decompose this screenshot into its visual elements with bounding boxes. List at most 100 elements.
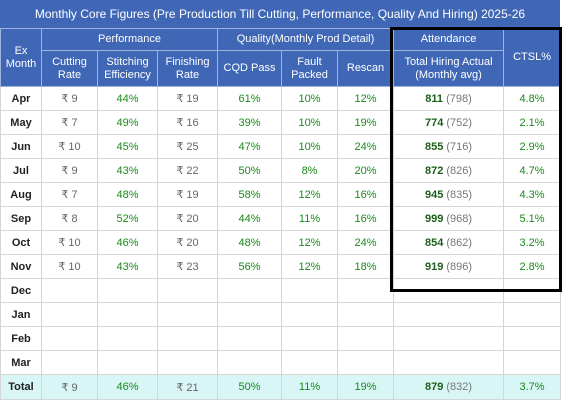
column-header: Stitching Efficiency [97,50,158,87]
hiring-average: (716) [446,140,473,153]
month-cell: Jul [0,158,42,183]
value-cell: 52% [97,206,158,231]
table-row: Aug ₹ 7 48% ₹ 19 58% 12% 16% 945 (835) 4.3% [0,182,562,207]
hiring-cell [393,326,505,351]
value-cell [156,302,219,327]
value-cell: 11% [281,206,339,231]
value-cell: 12% [337,86,395,111]
value-cell [337,302,395,327]
value-cell [281,302,339,327]
value-cell: 58% [217,182,283,207]
ctsl-cell: 3.7% [503,374,562,400]
value-cell [217,350,283,375]
hiring-cell [393,302,505,327]
value-cell: 16% [337,206,395,231]
value-cell: ₹ 10 [41,230,98,255]
value-cell: 24% [337,134,395,159]
hiring-value: 945 [424,188,444,201]
month-cell: Jan [0,302,42,327]
value-cell [156,350,219,375]
table-row: Apr ₹ 9 44% ₹ 19 61% 10% 12% 811 (798) 4.8% [0,86,562,111]
ctsl-cell: 4.7% [503,158,562,183]
value-cell: ₹ 23 [156,254,219,279]
value-cell: ₹ 19 [156,86,219,111]
value-cell: 48% [217,230,283,255]
table-row: Jul ₹ 9 43% ₹ 22 50% 8% 20% 872 (826) 4.7% [0,158,562,183]
hiring-value: 999 [424,212,444,225]
value-cell: 43% [97,254,158,279]
group-header: Quality(Monthly Prod Detail) [217,28,395,51]
value-cell: ₹ 25 [156,134,219,159]
value-cell [41,302,98,327]
hiring-cell: 854 (862) [393,230,505,255]
table-row: Oct ₹ 10 46% ₹ 20 48% 12% 24% 854 (862) 3.2% [0,230,562,255]
hiring-average: (798) [446,92,472,105]
ctsl-cell: 4.3% [503,182,562,207]
value-cell: ₹ 22 [156,158,219,183]
column-header: CQD Pass [217,50,283,87]
hiring-average: (968) [446,212,473,225]
table-row: Jan [0,302,562,327]
ctsl-cell [503,350,562,375]
value-cell: 48% [97,182,158,207]
month-cell: Dec [0,278,42,303]
group-header-row: Ex Month Performance Quality(Monthly Pro… [0,28,562,87]
data-table: Ex Month Performance Quality(Monthly Pro… [0,28,562,400]
value-cell [97,326,158,351]
value-cell [217,302,283,327]
value-cell [41,326,98,351]
hiring-cell [393,350,505,375]
month-cell: Mar [0,350,42,375]
table-row: Sep ₹ 8 52% ₹ 20 44% 11% 16% 999 (968) 5.1% [0,206,562,231]
value-cell: ₹ 8 [41,206,98,231]
value-cell: 19% [337,374,395,400]
ctsl-cell: 5.1% [503,206,562,231]
value-cell: 10% [281,134,339,159]
ctsl-cell: 3.2% [503,230,562,255]
month-cell: Total [0,374,42,400]
month-cell: Oct [0,230,42,255]
value-cell: 43% [97,158,158,183]
value-cell: 24% [337,230,395,255]
value-cell [217,326,283,351]
value-cell: 39% [217,110,283,135]
hiring-value: 879 [424,381,444,393]
hiring-average: (752) [446,116,473,129]
value-cell: 10% [281,110,339,135]
value-cell: 46% [97,374,158,400]
value-cell: 12% [281,254,339,279]
hiring-value: 774 [424,116,444,129]
ctsl-cell: 4.8% [503,86,562,111]
value-cell: ₹ 9 [41,158,98,183]
hiring-value: 854 [424,236,444,249]
table-row: Dec [0,278,562,303]
value-cell [97,350,158,375]
month-cell: Apr [0,86,42,111]
value-cell: ₹ 10 [41,134,98,159]
month-cell: Aug [0,182,42,207]
month-cell: Feb [0,326,42,351]
value-cell: 50% [217,374,283,400]
value-cell: ₹ 10 [41,254,98,279]
value-cell: 20% [337,158,395,183]
value-cell: 16% [337,182,395,207]
value-cell [97,302,158,327]
value-cell: 45% [97,134,158,159]
ctsl-cell: 2.8% [503,254,562,279]
month-cell: Jun [0,134,42,159]
group-header: Performance [40,28,219,51]
column-header: Total Hiring Actual (Monthly avg) [393,50,505,87]
value-cell [281,326,339,351]
value-cell [97,278,158,303]
hiring-average: (862) [446,236,473,249]
value-cell: ₹ 7 [41,110,98,135]
value-cell [217,278,283,303]
table-row: May ₹ 7 49% ₹ 16 39% 10% 19% 774 (752) 2.1% [0,110,562,135]
table-title: Monthly Core Figures (Pre Production Til… [0,0,560,28]
value-cell: 49% [97,110,158,135]
header-cell: Ex Month [0,28,42,87]
value-cell: 11% [281,374,339,400]
value-cell: 46% [97,230,158,255]
value-cell [156,278,219,303]
